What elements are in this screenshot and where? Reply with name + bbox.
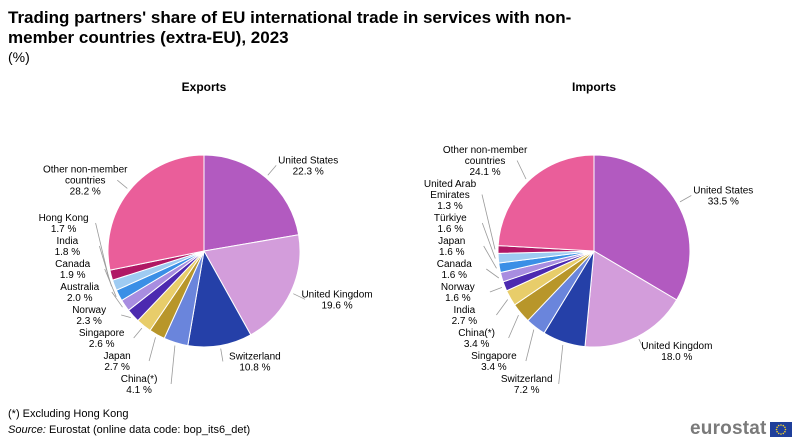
slice-label: Japan 2.7 % [103,351,130,373]
pie-title: Exports [182,80,227,94]
source-label: Source: [8,424,46,436]
pie-slice [584,250,678,348]
slice-label: United Kingdom 19.6 % [301,289,372,311]
leader-line [293,293,306,300]
leader-line [558,344,564,385]
slice-label: China(*) 3.4 % [458,328,495,350]
leader-line [525,329,535,362]
slice-label: Singapore 3.4 % [471,351,517,373]
leader-line [170,345,176,385]
leader-line [489,287,503,293]
slice-label: United States 33.5 % [693,186,753,208]
slice-label: United Arab Emirates 1.3 % [424,179,477,212]
slice-label: Switzerland 10.8 % [229,351,281,373]
slice-label: United States 22.3 % [278,155,338,177]
source-text: Eurostat (online data code: bop_its6_det… [45,424,251,436]
pie-slice [593,154,691,301]
slice-label: India 1.8 % [55,236,81,258]
slice-label: Other non-member countries 24.1 % [443,145,528,178]
slice-label: Canada 1.9 % [55,259,90,281]
slice-label: India 2.7 % [452,305,478,327]
leader-line [111,291,123,308]
slice-label: Australia 2.0 % [60,282,99,304]
pie-slice [497,154,595,252]
leader-line [133,327,143,339]
leader-line [148,337,156,362]
footnote: (*) Excluding Hong Kong [8,408,129,420]
eu-flag-icon [769,421,792,437]
pie-slice [203,234,301,336]
slice-label: Türkiye 1.6 % [434,213,467,235]
leader-line [638,339,646,351]
eurostat-logo: eurostat [690,418,792,440]
slice-label: Norway 2.3 % [72,305,106,327]
leader-line [486,268,500,279]
slice-label: China(*) 4.1 % [121,374,158,396]
leader-line [121,314,131,318]
source-note: Source: Eurostat (online data code: bop_… [8,424,250,436]
unit-label: (%) [8,49,30,65]
slice-label: Singapore 2.6 % [79,328,125,350]
leader-line [481,222,496,259]
pie-slice [203,154,300,252]
chart-title: Trading partners' share of EU internatio… [8,8,572,47]
leader-line [104,268,117,297]
pie-title: Imports [572,80,616,94]
leader-line [679,195,692,203]
slice-label: Japan 1.6 % [438,236,465,258]
pie-slice [107,154,205,271]
leader-line [516,160,527,180]
slice-label: Canada 1.6 % [437,259,472,281]
leader-line [220,348,224,362]
leader-line [483,245,497,269]
leader-line [481,194,496,250]
logo-text: eurostat [690,418,767,439]
slice-label: Switzerland 7.2 % [501,374,553,396]
pie-imports: Imports United States 33.5 % United Kingdom… [424,80,753,396]
leader-line [117,179,128,189]
leader-line [267,165,277,176]
leader-line [496,299,509,316]
slice-label: Hong Kong 1.7 % [39,213,89,235]
slice-label: United Kingdom 18.0 % [641,341,712,363]
slice-label: Norway 1.6 % [441,282,475,304]
slice-label: Other non-member countries 28.2 % [43,165,128,198]
pie-exports: Exports United States 22.3 % United Kingdom… [39,80,373,396]
leader-line [508,314,519,339]
